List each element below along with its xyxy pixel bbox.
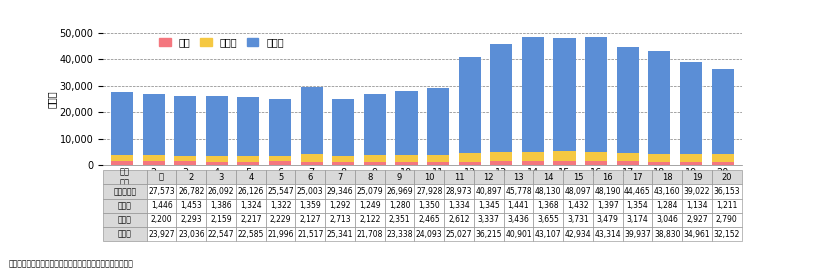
- Bar: [269, 156, 291, 162]
- Bar: [585, 152, 607, 161]
- Bar: [648, 51, 671, 154]
- Bar: [680, 62, 702, 154]
- Bar: [269, 162, 291, 165]
- Bar: [490, 161, 513, 165]
- Bar: [111, 92, 133, 155]
- Bar: [364, 162, 386, 165]
- Bar: [427, 162, 449, 165]
- Bar: [301, 154, 323, 162]
- Bar: [616, 153, 639, 162]
- Bar: [174, 156, 196, 162]
- Bar: [712, 154, 733, 162]
- Bar: [396, 162, 418, 165]
- Bar: [143, 161, 165, 165]
- Bar: [206, 162, 228, 165]
- Bar: [680, 162, 702, 165]
- Bar: [396, 91, 418, 155]
- Bar: [237, 156, 260, 162]
- Bar: [269, 99, 291, 156]
- Legend: 死者, 重傷者, 軽傷者: 死者, 重傷者, 軽傷者: [159, 37, 283, 47]
- Bar: [111, 155, 133, 161]
- Bar: [237, 97, 260, 156]
- Bar: [648, 154, 671, 162]
- Bar: [427, 155, 449, 162]
- Bar: [301, 87, 323, 154]
- Bar: [143, 94, 165, 155]
- Bar: [648, 162, 671, 165]
- Bar: [332, 162, 354, 165]
- Bar: [459, 162, 480, 165]
- Bar: [174, 162, 196, 165]
- Bar: [237, 162, 260, 165]
- Bar: [616, 47, 639, 153]
- Bar: [206, 156, 228, 162]
- Bar: [427, 88, 449, 155]
- Bar: [522, 37, 544, 152]
- Bar: [712, 69, 733, 154]
- Bar: [585, 161, 607, 165]
- Bar: [554, 161, 576, 165]
- Bar: [143, 155, 165, 161]
- Bar: [174, 96, 196, 156]
- Y-axis label: （人）: （人）: [47, 90, 57, 108]
- Bar: [364, 93, 386, 156]
- Bar: [554, 151, 576, 161]
- Bar: [490, 152, 513, 161]
- Text: 注：重傷者とは、全治１か月以上の傷害を負った者をいう。: 注：重傷者とは、全治１か月以上の傷害を負った者をいう。: [8, 259, 133, 268]
- Bar: [554, 38, 576, 151]
- Bar: [712, 162, 733, 165]
- Bar: [522, 152, 544, 162]
- Bar: [301, 162, 323, 165]
- Bar: [522, 162, 544, 165]
- Bar: [680, 154, 702, 162]
- Bar: [332, 156, 354, 162]
- Bar: [585, 37, 607, 152]
- Bar: [206, 96, 228, 156]
- Bar: [459, 57, 480, 153]
- Bar: [490, 44, 513, 152]
- Bar: [459, 153, 480, 162]
- Bar: [364, 156, 386, 162]
- Bar: [616, 162, 639, 165]
- Bar: [396, 155, 418, 162]
- Bar: [332, 99, 354, 156]
- Bar: [111, 161, 133, 165]
